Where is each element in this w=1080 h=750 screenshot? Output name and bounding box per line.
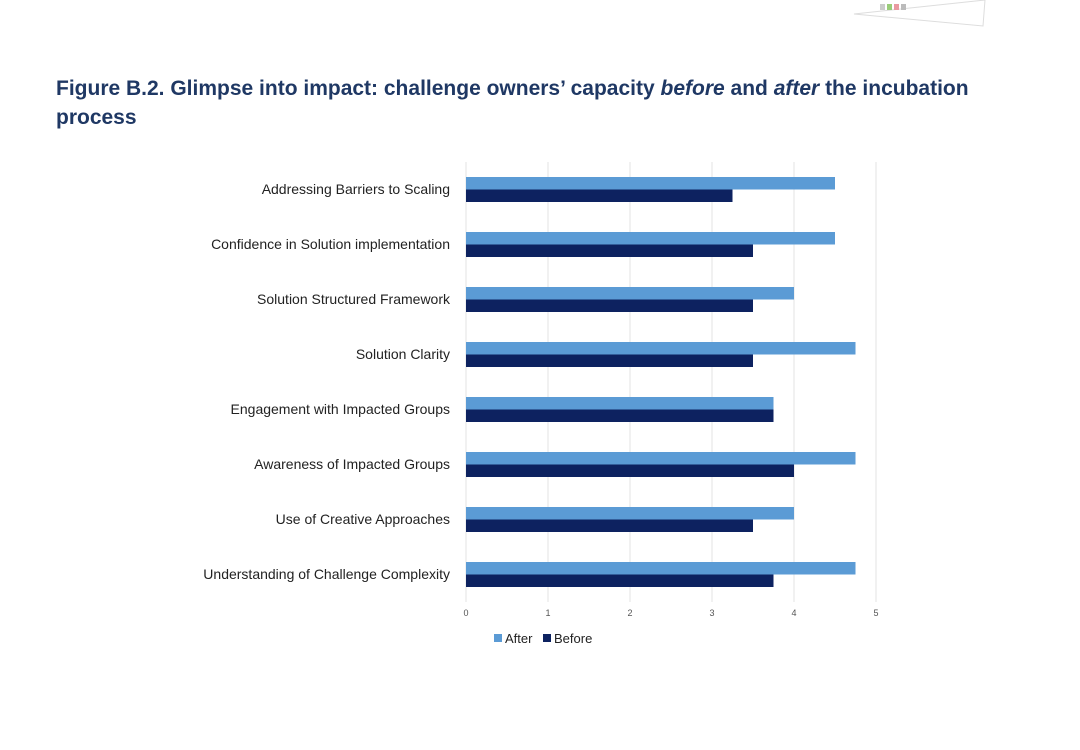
x-tick-label-0: 0: [463, 608, 468, 618]
category-label-0: Addressing Barriers to Scaling: [262, 181, 450, 197]
bar-after-0: [466, 177, 835, 190]
category-label-2: Solution Structured Framework: [257, 291, 451, 307]
legend-label-after: After: [505, 631, 533, 646]
bar-before-2: [466, 299, 753, 312]
category-label-7: Understanding of Challenge Complexity: [203, 566, 450, 582]
x-tick-label-3: 3: [709, 608, 714, 618]
bar-before-4: [466, 409, 774, 422]
bar-after-5: [466, 452, 856, 465]
title-part-4: after: [773, 77, 820, 100]
title-part-1: Figure B.2. Glimpse into impact: challen…: [56, 77, 661, 100]
bar-before-6: [466, 519, 753, 532]
category-label-4: Engagement with Impacted Groups: [231, 401, 450, 417]
category-label-5: Awareness of Impacted Groups: [254, 456, 450, 472]
category-label-3: Solution Clarity: [356, 346, 450, 362]
x-tick-label-5: 5: [873, 608, 878, 618]
x-tick-label-1: 1: [545, 608, 550, 618]
bar-after-3: [466, 342, 856, 355]
title-part-2: before: [660, 77, 725, 100]
bar-after-7: [466, 562, 856, 575]
title-part-5: the incubation process: [56, 77, 969, 129]
title-part-3: and: [724, 77, 774, 100]
figure-title: Figure B.2. Glimpse into impact: challen…: [56, 74, 1016, 132]
bar-before-5: [466, 464, 794, 477]
bar-before-1: [466, 244, 753, 257]
corner-thumbnail: [852, 0, 987, 28]
bar-after-1: [466, 232, 835, 245]
category-label-1: Confidence in Solution implementation: [211, 236, 450, 252]
bar-after-6: [466, 507, 794, 520]
legend-label-before: Before: [554, 631, 592, 646]
x-tick-label-2: 2: [627, 608, 632, 618]
category-label-6: Use of Creative Approaches: [276, 511, 450, 527]
bar-before-3: [466, 354, 753, 367]
bar-after-2: [466, 287, 794, 300]
bar-before-0: [466, 189, 733, 202]
legend-swatch-after: [494, 634, 502, 642]
bar-before-7: [466, 574, 774, 587]
legend-swatch-before: [543, 634, 551, 642]
bar-after-4: [466, 397, 774, 410]
x-tick-label-4: 4: [791, 608, 796, 618]
